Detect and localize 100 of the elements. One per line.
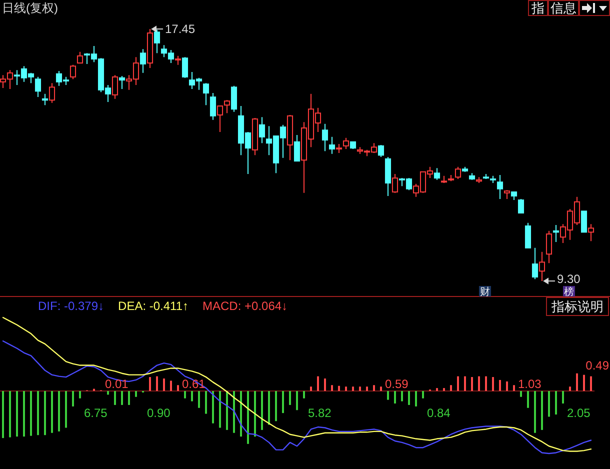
badge: 财 <box>479 286 491 297</box>
bar <box>58 391 60 432</box>
bar <box>205 391 207 414</box>
annotation: 17.45 <box>165 22 196 36</box>
bar <box>324 378 326 391</box>
bar <box>534 391 536 433</box>
candlestick <box>496 174 504 200</box>
candlestick <box>342 137 350 150</box>
bar <box>520 391 522 397</box>
toolbar-button: 指 <box>528 0 548 16</box>
candlestick <box>154 29 160 54</box>
candlestick <box>392 174 398 194</box>
bar <box>513 385 515 391</box>
bar <box>492 377 494 391</box>
annotation: 2.05 <box>567 406 591 420</box>
bar <box>254 391 256 437</box>
bar <box>114 391 116 405</box>
bar <box>135 391 137 397</box>
bar <box>590 376 592 391</box>
bar <box>541 391 543 430</box>
bar <box>2 391 4 438</box>
candlestick <box>378 144 384 158</box>
annotation: 0.59 <box>385 377 409 391</box>
candlestick <box>546 230 552 264</box>
bar <box>415 391 417 406</box>
bar <box>163 378 165 391</box>
bar <box>128 391 130 405</box>
bar <box>261 391 263 430</box>
annotation: 6.75 <box>84 406 108 420</box>
bar <box>569 386 571 391</box>
candlestick <box>70 64 76 80</box>
bar <box>149 377 151 391</box>
candlestick <box>294 134 300 162</box>
annotation: 1.03 <box>518 377 542 391</box>
bar <box>450 385 452 391</box>
candlestick <box>588 224 594 242</box>
bar <box>366 386 368 391</box>
bar <box>443 388 445 391</box>
bar <box>72 391 74 406</box>
toolbar-button: 指标说明 <box>546 297 609 316</box>
toolbar-button: 信息 <box>548 0 579 16</box>
bar <box>464 376 466 391</box>
bar <box>471 377 473 391</box>
bar <box>331 385 333 391</box>
bar <box>422 391 424 398</box>
bar <box>338 386 340 391</box>
candlestick <box>454 166 462 180</box>
annotation: 0.84 <box>427 406 451 420</box>
candlestick <box>118 76 126 90</box>
bar <box>478 376 480 391</box>
bar <box>212 391 214 424</box>
bar <box>380 386 382 391</box>
bar <box>191 391 193 402</box>
bar <box>275 391 277 422</box>
bar <box>506 381 508 391</box>
bar <box>576 373 578 391</box>
bar <box>485 376 487 391</box>
bar <box>219 391 221 428</box>
candlestick <box>532 247 538 280</box>
bar <box>583 374 585 391</box>
candlestick <box>76 51 84 64</box>
text: DIF: -0.379↓ <box>38 299 104 313</box>
bar <box>170 380 172 391</box>
candlestick <box>216 105 224 132</box>
candlestick <box>538 251 546 282</box>
bar <box>184 391 186 398</box>
candlestick <box>524 222 532 248</box>
bar <box>408 391 410 405</box>
bar <box>121 391 123 405</box>
bar <box>317 376 319 391</box>
candlestick <box>140 48 146 74</box>
candlestick <box>580 210 588 233</box>
candlestick <box>34 76 42 98</box>
bar <box>51 391 53 433</box>
bar <box>345 386 347 391</box>
bar <box>359 386 361 391</box>
bar <box>436 388 438 391</box>
bar <box>401 391 403 402</box>
bar <box>352 386 354 391</box>
bar <box>198 391 200 408</box>
bar <box>303 391 305 398</box>
bar <box>44 391 46 436</box>
bar <box>240 391 242 437</box>
annotation: 0.90 <box>147 406 171 420</box>
candlestick <box>182 56 188 78</box>
bar <box>310 386 312 391</box>
bar <box>394 391 396 404</box>
bar <box>247 391 249 444</box>
candlestick <box>434 168 440 180</box>
bar <box>296 391 298 410</box>
bar <box>65 391 67 428</box>
bar <box>548 391 550 417</box>
bar <box>16 391 18 437</box>
bar <box>37 391 39 436</box>
annotation: 0.49 <box>586 358 610 372</box>
bar <box>387 391 389 400</box>
text: MACD: +0.064↓ <box>202 299 288 313</box>
bar <box>30 391 32 436</box>
bar <box>156 376 158 391</box>
candlestick <box>48 82 56 104</box>
